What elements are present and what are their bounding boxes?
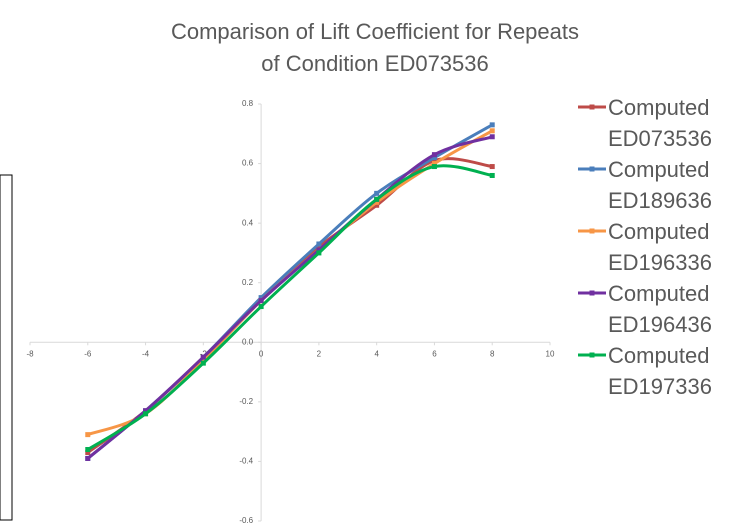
series-line [86,164,493,451]
point-marker [143,408,149,414]
x-tick-label: 4 [374,349,379,358]
legend-swatch [578,104,606,110]
legend-swatch [578,166,606,172]
point-marker [489,122,495,128]
legend-label: Computed ED196436 [608,281,712,337]
x-tick-label: 0 [259,349,264,358]
point-marker [374,196,380,202]
y-tick-label: 0.2 [242,278,254,287]
y-tick-label: -0.4 [239,457,253,466]
point-marker [316,250,322,256]
x-tick-label: -4 [142,349,150,358]
legend-label: Computed ED196336 [608,219,712,275]
legend-marker [589,104,595,110]
x-tick-label: -8 [26,349,34,358]
x-tick-label: 8 [490,349,495,358]
legend-marker [589,352,595,358]
legend-label: Computed ED073536 [608,95,712,151]
y-tick-label: 0.8 [242,99,254,108]
series-line [87,129,493,437]
point-marker [489,134,495,140]
point-marker [431,158,437,164]
point-marker [431,164,437,170]
x-tick-label: 6 [432,349,437,358]
y-tick-label: 0.0 [242,337,254,346]
legend-marker [589,166,595,172]
point-marker [316,241,322,247]
point-marker [200,360,206,366]
point-marker [200,354,206,360]
point-marker [431,155,437,161]
point-marker [374,199,380,205]
point-marker [258,304,264,310]
point-marker [431,161,437,167]
x-tick-label: -6 [84,349,92,358]
point-marker [431,152,437,158]
y-tick-label: -0.2 [239,397,253,406]
y-tick-label: 0.4 [242,218,254,227]
x-tick-label: -2 [200,349,208,358]
point-marker [316,247,322,253]
x-tick-label: 2 [317,349,322,358]
legend-swatch [578,352,606,358]
point-marker [316,244,322,250]
point-marker [143,411,149,417]
legend-swatch [578,290,606,296]
series-line [86,135,493,460]
point-marker [489,172,495,178]
frame-fragment [0,174,13,521]
legend-label: Computed ED189636 [608,157,712,213]
legend-entry: Computed ED196436 [578,278,712,340]
legend-label: Computed ED197336 [608,343,712,399]
x-tick-label: 10 [546,349,555,358]
legend-entry: Computed ED073536 [578,92,712,154]
point-marker [85,432,91,438]
y-tick-label: -0.6 [239,516,253,525]
legend-entry: Computed ED197336 [578,340,712,402]
legend-marker [589,228,595,234]
point-marker [489,164,495,170]
point-marker [85,447,91,453]
y-tick-label: 0.6 [242,159,254,168]
chart-title: Comparison of Lift Coefficient for Repea… [170,19,580,76]
point-marker [374,190,380,196]
point-marker [85,455,91,461]
legend-marker [589,290,595,296]
legend: Computed ED073536 Computed ED189636 Comput… [578,92,718,402]
point-marker [374,202,380,208]
point-marker [489,128,495,134]
point-marker [258,298,264,304]
legend-swatch [578,228,606,234]
point-marker [258,295,264,301]
point-marker [85,449,91,455]
legend-entry: Computed ED196336 [578,216,712,278]
point-marker [200,357,206,363]
legend-entry: Computed ED189636 [578,154,712,216]
